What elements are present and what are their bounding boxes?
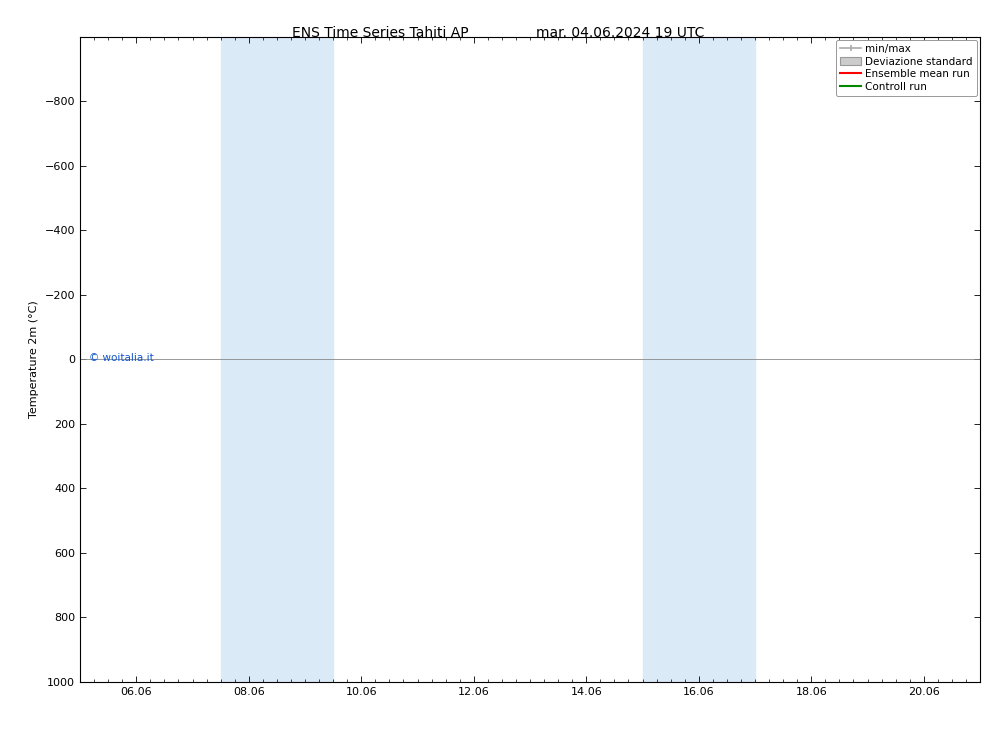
Bar xyxy=(642,37,755,682)
Text: ENS Time Series Tahiti AP: ENS Time Series Tahiti AP xyxy=(292,26,468,40)
Y-axis label: Temperature 2m (°C): Temperature 2m (°C) xyxy=(29,301,39,418)
Bar xyxy=(221,37,333,682)
Legend: min/max, Deviazione standard, Ensemble mean run, Controll run: min/max, Deviazione standard, Ensemble m… xyxy=(836,40,977,96)
Text: mar. 04.06.2024 19 UTC: mar. 04.06.2024 19 UTC xyxy=(536,26,704,40)
Text: © woitalia.it: © woitalia.it xyxy=(89,353,154,363)
